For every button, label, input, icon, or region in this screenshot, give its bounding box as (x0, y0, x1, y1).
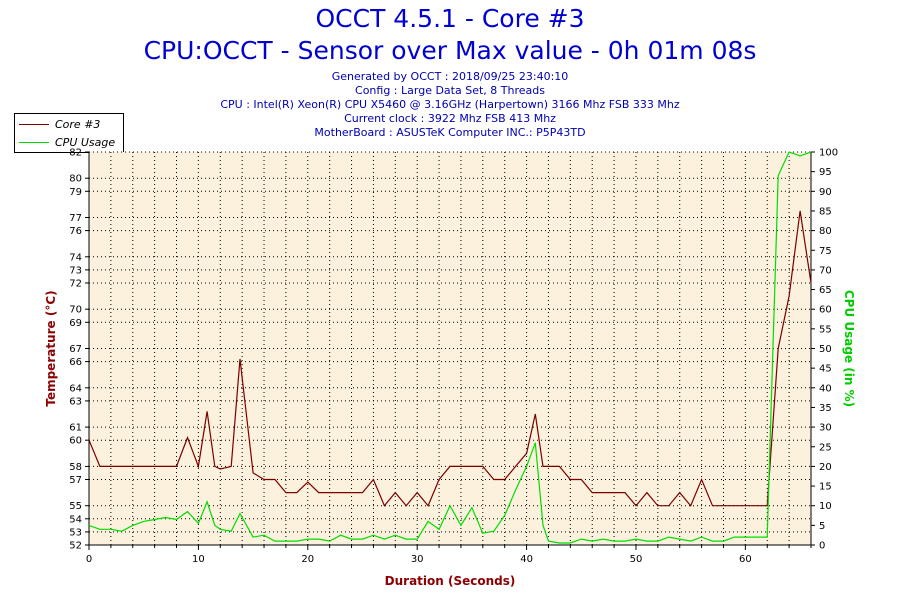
y-tick-label: 76 (69, 226, 82, 237)
chart-legend: Core #3 CPU Usage (14, 113, 124, 153)
info-motherboard: MotherBoard : ASUSTeK Computer INC.: P5P… (314, 126, 586, 139)
series-group (88, 151, 812, 544)
y-tick-label: 52 (69, 541, 82, 552)
y-tick-label: 70 (69, 305, 82, 316)
y-tick-label: 79 (69, 187, 82, 198)
legend-label-core3: Core #3 (55, 117, 101, 131)
x-tick-label: 10 (192, 554, 205, 565)
y2-tick-label: 10 (819, 501, 832, 512)
x-tick-label: 40 (520, 554, 533, 565)
y-tick-label: 57 (69, 475, 82, 486)
y2-tick-label: 45 (819, 364, 832, 375)
x-tick-label: 50 (630, 554, 643, 565)
x-axis-title: Duration (Seconds) (385, 574, 516, 588)
y-tick-label: 54 (69, 514, 82, 525)
axes: 0 10 20 30 40 50 60525354555758606163646667697… (69, 148, 838, 566)
y2-axis-title: CPU Usage (in %) (842, 290, 856, 407)
y2-tick-label: 20 (819, 462, 832, 473)
y2-tick-label: 60 (819, 305, 832, 316)
y-tick-label: 63 (69, 396, 82, 407)
y-tick-label: 66 (69, 357, 82, 368)
y-tick-label: 72 (69, 279, 82, 290)
legend-label-cpu-usage: CPU Usage (55, 135, 116, 149)
chart-title: OCCT 4.5.1 - Core #3 (315, 4, 585, 33)
x-tick-label: 20 (301, 554, 314, 565)
y2-tick-label: 25 (819, 442, 832, 453)
x-tick-label: 0 (86, 554, 92, 565)
y2-tick-label: 70 (819, 265, 832, 276)
y-axis-title: Temperature (°C) (44, 290, 58, 406)
y2-tick-label: 80 (819, 226, 832, 237)
y2-tick-label: 15 (819, 482, 832, 493)
chart-subtitle: CPU:OCCT - Sensor over Max value - 0h 01… (143, 36, 757, 65)
series-line-cpu-usage (88, 151, 812, 544)
info-generated: Generated by OCCT : 2018/09/25 23:40:10 (331, 70, 569, 83)
y-tick-label: 69 (69, 318, 82, 329)
legend-item-core3: Core #3 (19, 117, 100, 131)
y2-tick-label: 90 (819, 187, 832, 198)
grid-lines (89, 151, 811, 545)
series-line-core3 (88, 210, 812, 507)
y-tick-label: 58 (69, 462, 82, 473)
y-tick-label: 82 (69, 148, 82, 159)
y2-tick-label: 85 (819, 206, 832, 217)
y-tick-label: 74 (69, 252, 82, 263)
y-tick-label: 60 (69, 436, 82, 447)
y-tick-label: 67 (69, 344, 82, 355)
y2-tick-label: 5 (819, 521, 825, 532)
legend-swatch-core3 (19, 123, 49, 125)
y2-tick-label: 0 (819, 541, 825, 552)
y-tick-label: 73 (69, 265, 82, 276)
legend-swatch-cpu-usage (19, 141, 49, 143)
y-tick-label: 77 (69, 213, 82, 224)
y-tick-label: 55 (69, 501, 82, 512)
info-cpu: CPU : Intel(R) Xeon(R) CPU X5460 @ 3.16G… (220, 98, 680, 111)
y-tick-label: 64 (69, 383, 82, 394)
y2-tick-label: 65 (819, 285, 832, 296)
y2-tick-label: 50 (819, 344, 832, 355)
x-tick-label: 30 (411, 554, 424, 565)
y2-tick-label: 55 (819, 324, 832, 335)
y-tick-label: 53 (69, 527, 82, 538)
x-tick-label: 60 (739, 554, 752, 565)
info-current-clock: Current clock : 3922 Mhz FSB 413 Mhz (344, 112, 556, 125)
legend-item-cpu-usage: CPU Usage (19, 135, 115, 149)
y-tick-label: 61 (69, 423, 82, 434)
y2-tick-label: 100 (819, 148, 838, 159)
y2-tick-label: 95 (819, 167, 832, 178)
y2-tick-label: 75 (819, 246, 832, 257)
info-config: Config : Large Data Set, 8 Threads (355, 84, 545, 97)
y2-tick-label: 35 (819, 403, 832, 414)
y-tick-label: 80 (69, 174, 82, 185)
y2-tick-label: 40 (819, 383, 832, 394)
y2-tick-label: 30 (819, 423, 832, 434)
